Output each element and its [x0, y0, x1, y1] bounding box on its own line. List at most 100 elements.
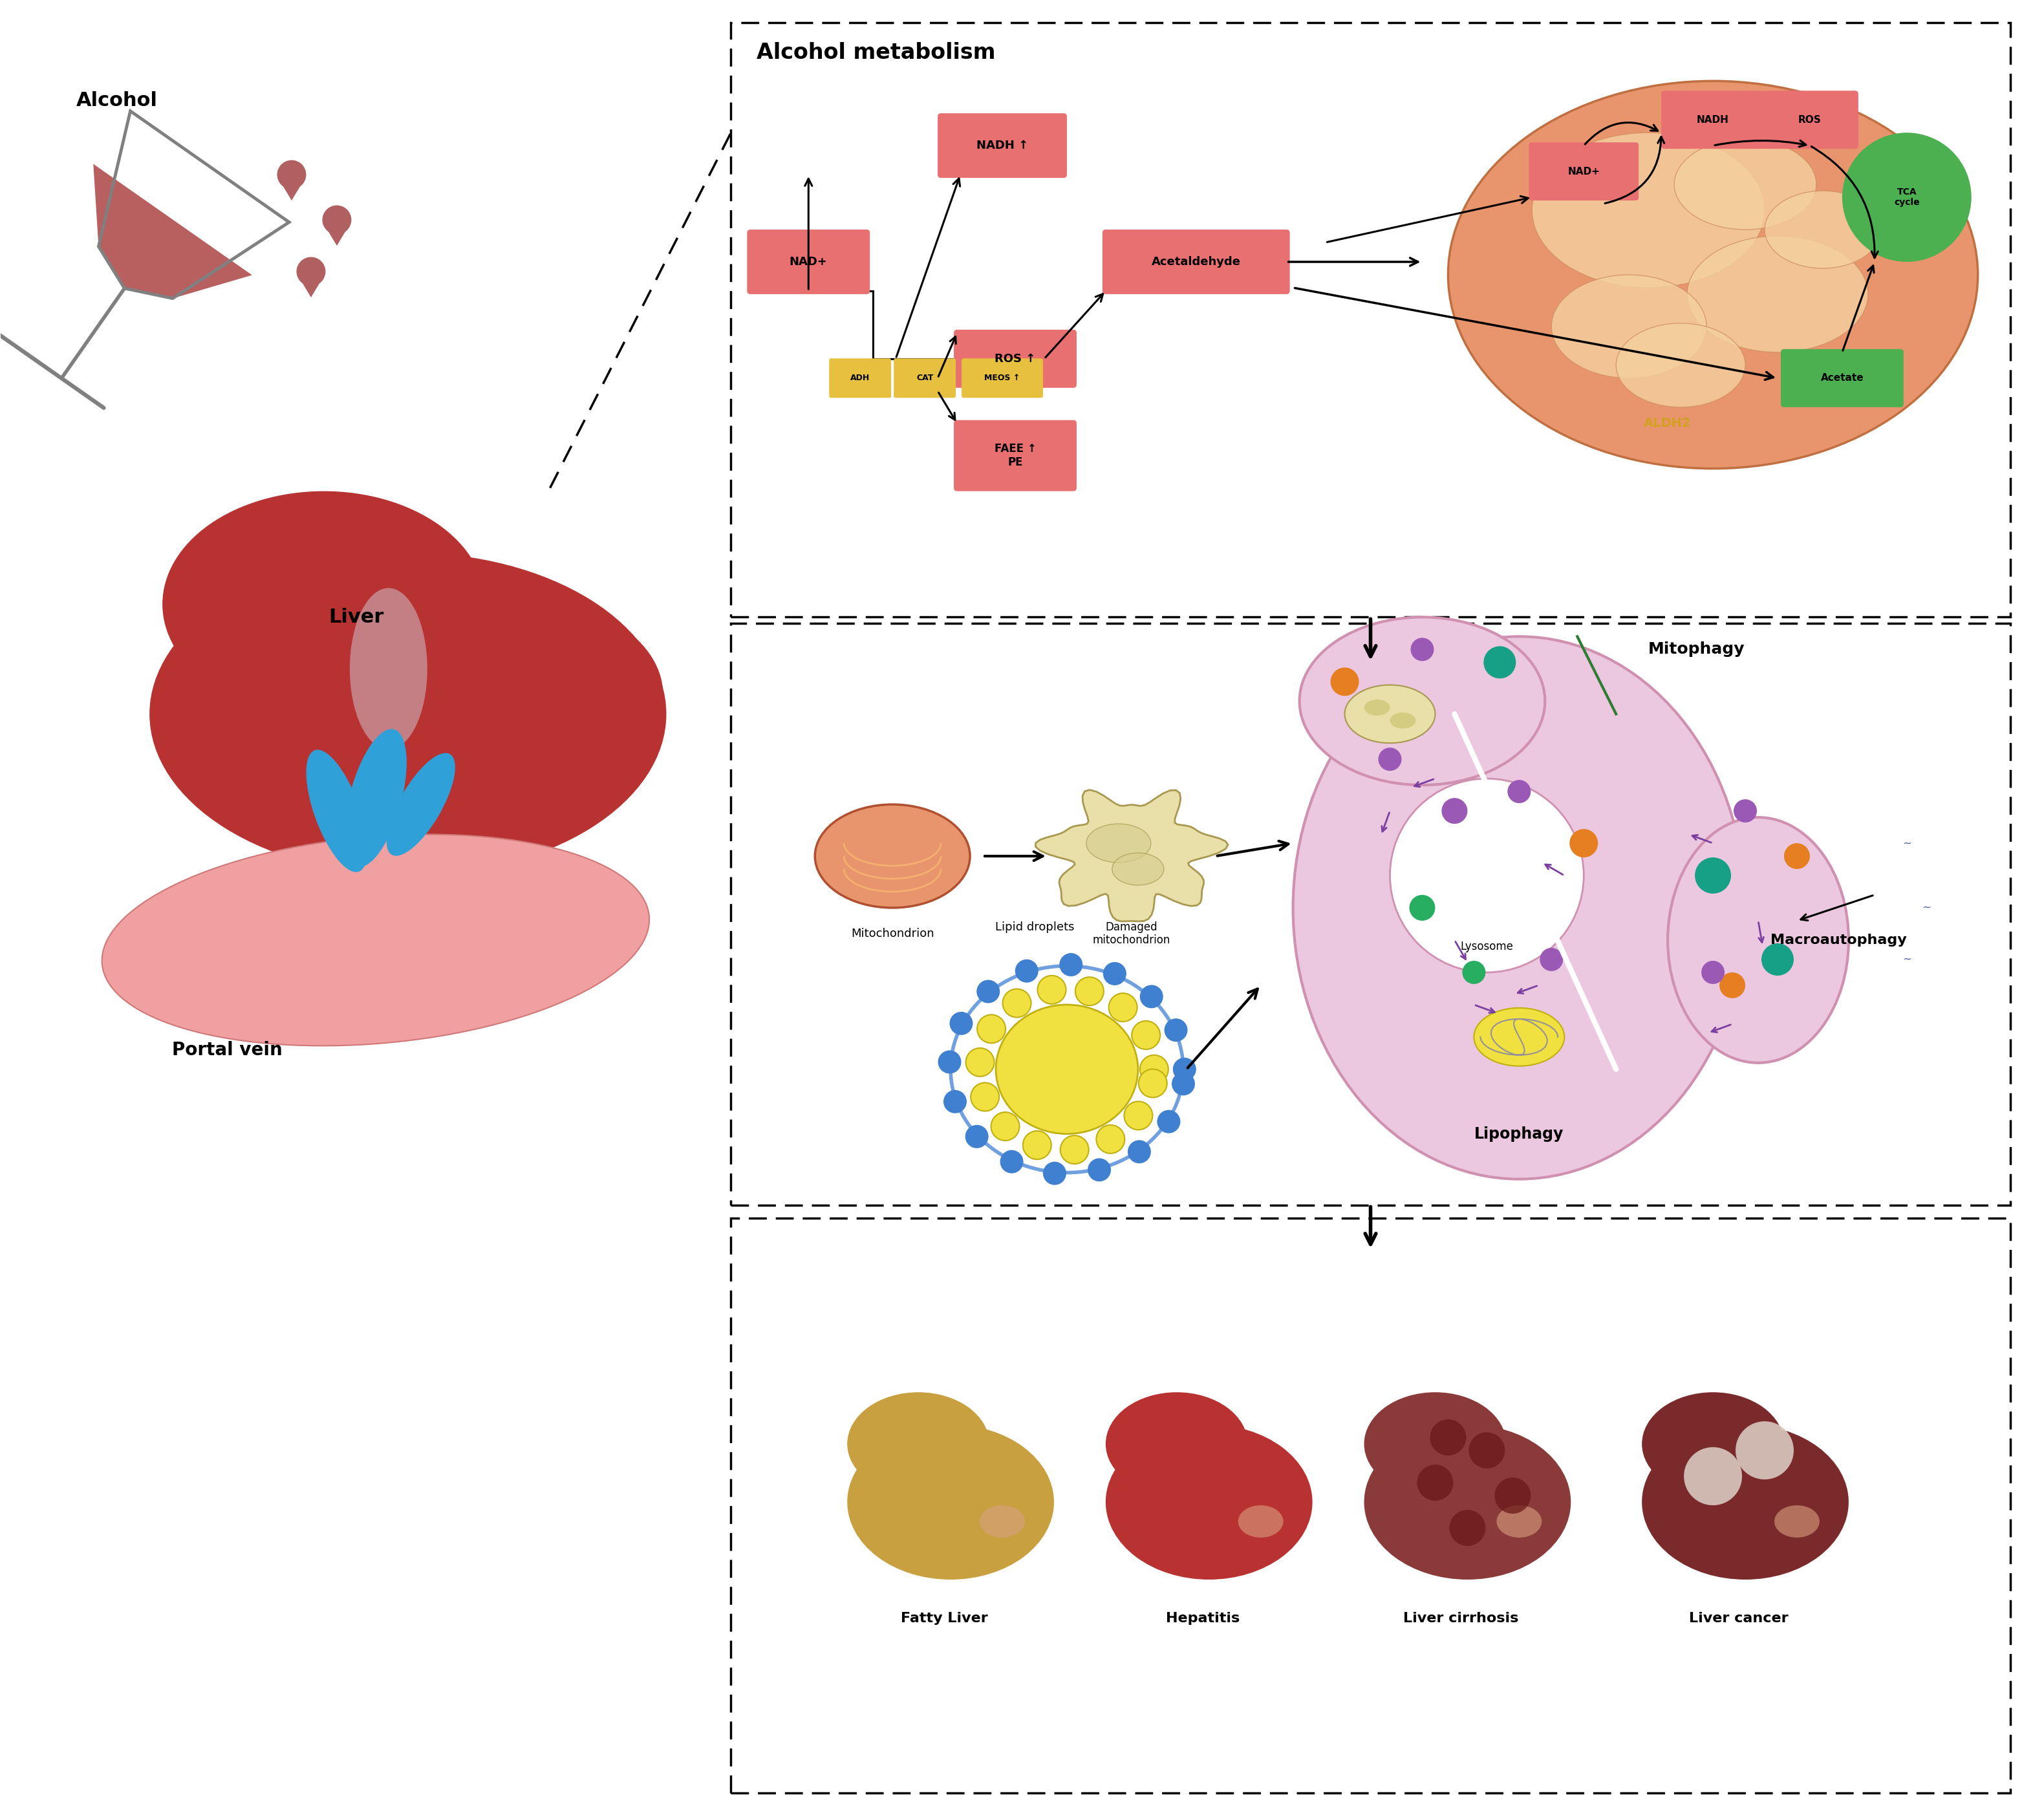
Ellipse shape: [1764, 190, 1880, 268]
Circle shape: [1408, 896, 1435, 921]
Ellipse shape: [161, 491, 484, 718]
Text: ALDH2: ALDH2: [1643, 417, 1692, 430]
Ellipse shape: [149, 553, 666, 876]
Ellipse shape: [1551, 276, 1707, 379]
Circle shape: [1694, 858, 1731, 894]
FancyBboxPatch shape: [961, 359, 1042, 397]
Text: ROS: ROS: [1799, 114, 1821, 125]
Ellipse shape: [1686, 236, 1868, 352]
Text: ~: ~: [1903, 954, 1911, 965]
Ellipse shape: [350, 587, 427, 749]
Circle shape: [1494, 1478, 1531, 1514]
Circle shape: [1735, 1421, 1795, 1479]
Circle shape: [1075, 977, 1104, 1006]
Circle shape: [991, 1111, 1020, 1140]
Polygon shape: [1036, 790, 1228, 921]
Circle shape: [1173, 1057, 1196, 1081]
Circle shape: [1784, 843, 1809, 868]
Ellipse shape: [1106, 1425, 1312, 1579]
Circle shape: [1124, 1100, 1153, 1129]
Circle shape: [965, 1124, 989, 1148]
Ellipse shape: [1474, 1008, 1564, 1066]
Polygon shape: [280, 181, 303, 201]
Circle shape: [1157, 1110, 1179, 1133]
Text: Portal vein: Portal vein: [172, 1041, 282, 1059]
Text: Hepatitis: Hepatitis: [1165, 1612, 1239, 1624]
Ellipse shape: [1300, 616, 1545, 785]
Ellipse shape: [1239, 1505, 1284, 1537]
Ellipse shape: [1085, 823, 1151, 863]
Ellipse shape: [1416, 1501, 1545, 1566]
Circle shape: [1096, 1126, 1124, 1153]
Ellipse shape: [1390, 713, 1416, 729]
Text: Fatty Liver: Fatty Liver: [901, 1612, 987, 1624]
Circle shape: [1038, 975, 1067, 1004]
Circle shape: [1449, 1510, 1486, 1546]
Circle shape: [1762, 943, 1795, 975]
Text: ~: ~: [1903, 838, 1911, 848]
FancyBboxPatch shape: [1762, 91, 1858, 149]
Ellipse shape: [848, 1425, 1055, 1579]
Circle shape: [950, 1012, 973, 1035]
Circle shape: [1000, 1149, 1024, 1173]
Ellipse shape: [307, 751, 368, 872]
Circle shape: [1165, 1019, 1188, 1042]
Circle shape: [967, 1048, 993, 1077]
Circle shape: [1701, 961, 1725, 984]
Circle shape: [1570, 829, 1598, 858]
Ellipse shape: [1674, 140, 1817, 230]
Ellipse shape: [1106, 1392, 1247, 1496]
Text: Alcohol: Alcohol: [76, 91, 157, 111]
Circle shape: [1139, 1070, 1167, 1097]
Text: Liver cirrhosis: Liver cirrhosis: [1404, 1612, 1519, 1624]
Text: Alcohol metabolism: Alcohol metabolism: [756, 42, 995, 63]
Text: NADH: NADH: [1697, 114, 1729, 125]
Text: NADH ↑: NADH ↑: [977, 140, 1028, 152]
Circle shape: [1470, 1432, 1504, 1469]
Circle shape: [1508, 780, 1531, 803]
FancyBboxPatch shape: [1662, 91, 1764, 149]
Text: Liver: Liver: [329, 607, 384, 627]
Polygon shape: [325, 227, 347, 247]
Circle shape: [1061, 1135, 1089, 1164]
Circle shape: [1331, 667, 1359, 696]
Circle shape: [1684, 1447, 1741, 1505]
Circle shape: [1441, 798, 1468, 823]
Circle shape: [1171, 1071, 1196, 1095]
Circle shape: [977, 979, 1000, 1003]
Circle shape: [1733, 800, 1758, 823]
Ellipse shape: [1496, 1505, 1541, 1537]
Ellipse shape: [816, 805, 971, 908]
Circle shape: [938, 1050, 961, 1073]
Circle shape: [1390, 778, 1584, 972]
Text: Lysosome: Lysosome: [1459, 941, 1513, 952]
Text: FAEE ↑
PE: FAEE ↑ PE: [993, 442, 1036, 468]
Circle shape: [1004, 988, 1030, 1017]
Ellipse shape: [1345, 685, 1435, 743]
Polygon shape: [298, 277, 323, 297]
Circle shape: [1719, 972, 1746, 999]
Circle shape: [1842, 132, 1970, 261]
Ellipse shape: [1617, 323, 1746, 408]
Circle shape: [1431, 1420, 1466, 1456]
Circle shape: [1141, 984, 1163, 1008]
Circle shape: [1378, 747, 1402, 771]
Text: CAT: CAT: [916, 373, 934, 383]
FancyBboxPatch shape: [955, 421, 1077, 491]
Circle shape: [1016, 959, 1038, 983]
Text: Acetaldehyde: Acetaldehyde: [1151, 256, 1241, 268]
FancyBboxPatch shape: [1102, 230, 1290, 294]
Circle shape: [1087, 1159, 1112, 1182]
Ellipse shape: [323, 205, 352, 234]
Ellipse shape: [1363, 1392, 1506, 1496]
Ellipse shape: [1641, 1392, 1784, 1496]
Circle shape: [944, 1090, 967, 1113]
Circle shape: [1059, 954, 1083, 977]
Ellipse shape: [1694, 1501, 1823, 1566]
Circle shape: [1539, 948, 1564, 972]
FancyBboxPatch shape: [938, 112, 1067, 178]
FancyBboxPatch shape: [830, 359, 891, 397]
Ellipse shape: [296, 257, 325, 286]
Text: Acetate: Acetate: [1821, 373, 1864, 383]
Text: NAD+: NAD+: [1568, 167, 1600, 176]
